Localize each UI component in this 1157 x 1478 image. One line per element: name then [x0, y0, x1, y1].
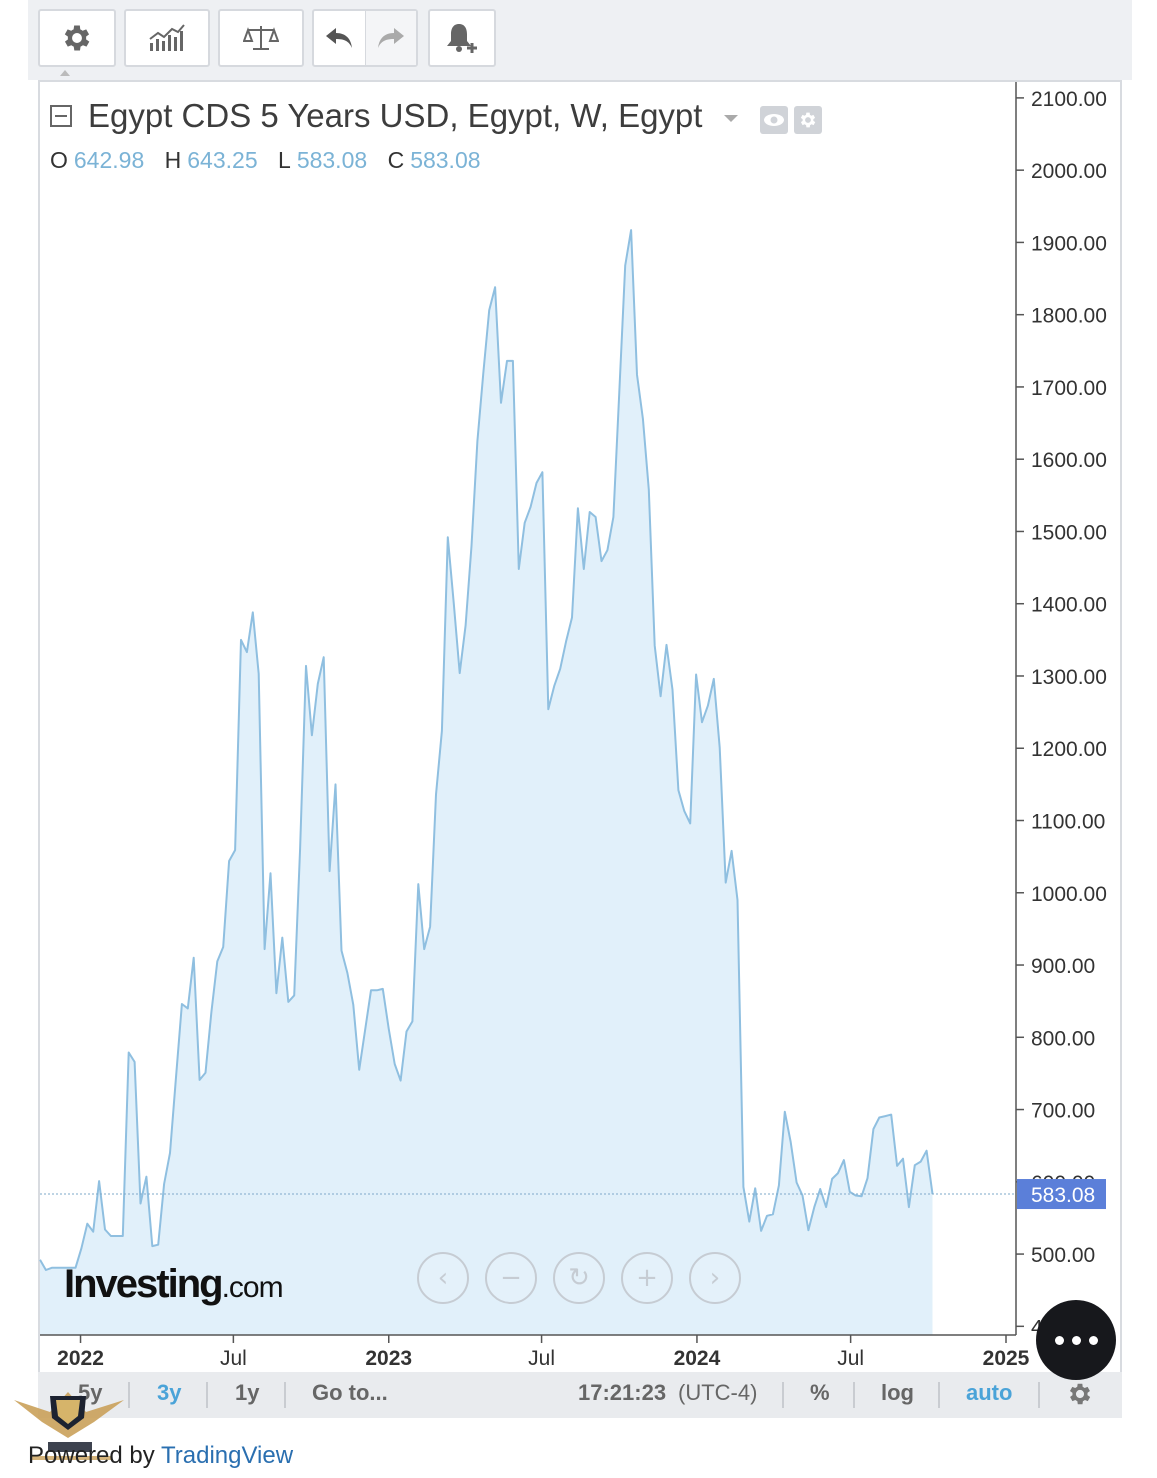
powered-by-text: Powered by — [28, 1442, 161, 1469]
x-tick-label: Jul — [837, 1347, 864, 1370]
divider — [284, 1382, 286, 1408]
chevron-down-icon[interactable] — [724, 115, 738, 122]
chevron-right-icon: › — [709, 1263, 721, 1293]
divider — [853, 1382, 855, 1408]
y-tick-label: 1300.00 — [1031, 666, 1107, 689]
zoom-out-button[interactable]: − — [485, 1252, 537, 1304]
clock-time: 17:21:23 — [578, 1380, 667, 1405]
divider — [938, 1382, 940, 1408]
forum-logo-watermark — [14, 1392, 124, 1460]
x-tick-label: 2023 — [365, 1347, 412, 1370]
y-axis: 2100.00 2000.00 1900.00 1800.00 1700.00 1600.… — [1016, 88, 1107, 1339]
bottom-toolbar — [38, 1372, 1122, 1418]
last-price-badge — [1017, 1179, 1106, 1210]
y-tick-label: 2000.00 — [1031, 160, 1107, 183]
goto-button[interactable]: Go to... — [312, 1380, 388, 1405]
open-label: O — [50, 147, 68, 173]
series-settings-icon[interactable] — [794, 106, 822, 134]
investing-brand: Investing — [64, 1262, 224, 1306]
dot-icon — [1088, 1335, 1098, 1345]
minus-icon: − — [500, 1263, 522, 1293]
range-3y-button[interactable]: 3y — [157, 1380, 182, 1405]
top-toolbar — [28, 0, 1132, 80]
x-tick-label: Jul — [528, 1347, 555, 1370]
zoom-in-button[interactable]: + — [621, 1252, 673, 1304]
percent-toggle[interactable]: % — [810, 1380, 830, 1405]
y-tick-label: 900.00 — [1031, 955, 1095, 978]
x-axis: 2022 Jul 2023 Jul 2024 Jul 2025 — [57, 1335, 1030, 1370]
investing-watermark: Investing.com — [64, 1262, 284, 1307]
y-tick-label: 1700.00 — [1031, 377, 1107, 400]
divider — [206, 1382, 208, 1408]
x-tick-label: 2024 — [674, 1347, 721, 1370]
tradingview-link[interactable]: TradingView — [160, 1442, 294, 1469]
redo-icon[interactable] — [365, 11, 416, 65]
range-1y-button[interactable]: 1y — [235, 1380, 260, 1405]
low-label: L — [278, 147, 291, 173]
settings-button[interactable] — [38, 9, 116, 67]
dot-icon — [1071, 1335, 1081, 1345]
add-alert-button[interactable] — [428, 9, 496, 67]
collapse-legend-icon[interactable] — [50, 105, 72, 127]
compare-icon — [243, 23, 279, 53]
eye-icon[interactable] — [760, 106, 788, 134]
alert-icon — [444, 21, 480, 55]
refresh-icon: ↻ — [568, 1263, 590, 1293]
ohlc-readout: O 642.98 H 643.25 L 583.08 C 583.08 — [50, 147, 495, 174]
chevron-left-icon: ‹ — [437, 1263, 449, 1293]
gear-icon — [60, 21, 94, 55]
close-value: 583.08 — [410, 147, 481, 173]
y-tick-label: 1800.00 — [1031, 305, 1107, 328]
plus-icon: + — [636, 1263, 658, 1293]
scroll-right-button[interactable]: › — [689, 1252, 741, 1304]
high-value: 643.25 — [187, 147, 258, 173]
log-toggle[interactable]: log — [881, 1380, 914, 1405]
divider — [782, 1382, 784, 1408]
last-price-label: 583.08 — [1017, 1179, 1106, 1210]
investing-suffix: .com — [221, 1271, 284, 1304]
y-tick-label: 1400.00 — [1031, 594, 1107, 617]
gear-icon — [1066, 1383, 1094, 1412]
timezone-button[interactable]: (UTC-4) — [678, 1380, 758, 1405]
undo-redo-group — [312, 9, 418, 67]
chart-title: Egypt CDS 5 Years USD, Egypt, W, Egypt — [88, 97, 703, 134]
y-tick-label: 800.00 — [1031, 1027, 1095, 1050]
y-tick-label: 1600.00 — [1031, 449, 1107, 472]
y-tick-label: 1000.00 — [1031, 883, 1107, 906]
powered-by-footer: Powered by TradingView — [28, 1442, 293, 1470]
collapse-caret-icon[interactable] — [60, 70, 70, 76]
divider — [128, 1382, 130, 1408]
y-tick-label: 1900.00 — [1031, 232, 1107, 255]
indicators-button[interactable] — [124, 9, 210, 67]
last-price-value: 583.08 — [1031, 1184, 1095, 1207]
price-area-fill — [40, 230, 933, 1336]
price-line — [39, 229, 934, 1271]
x-tick-label: 2025 — [983, 1347, 1030, 1370]
y-tick-label: 500.00 — [1031, 1244, 1095, 1267]
close-label: C — [387, 147, 405, 173]
x-tick-label: 2022 — [57, 1347, 104, 1370]
dot-icon — [1054, 1335, 1064, 1345]
y-tick-label: 1200.00 — [1031, 738, 1107, 761]
chart-settings-button[interactable] — [1066, 1380, 1094, 1412]
undo-icon[interactable] — [314, 11, 366, 65]
high-label: H — [164, 147, 182, 173]
more-options-button[interactable] — [1036, 1300, 1116, 1380]
indicators-icon — [148, 23, 186, 53]
x-tick-label: Jul — [220, 1347, 247, 1370]
y-tick-label: 1100.00 — [1031, 811, 1105, 834]
divider — [1038, 1382, 1040, 1408]
reset-button[interactable]: ↻ — [553, 1252, 605, 1304]
compare-button[interactable] — [218, 9, 304, 67]
low-value: 583.08 — [296, 147, 368, 173]
open-value: 642.98 — [73, 147, 145, 173]
y-tick-label: 1500.00 — [1031, 521, 1107, 544]
auto-toggle[interactable]: auto — [966, 1380, 1013, 1405]
scroll-left-button[interactable]: ‹ — [417, 1252, 469, 1304]
y-tick-label: 700.00 — [1031, 1100, 1095, 1123]
y-tick-label: 2100.00 — [1031, 88, 1107, 111]
